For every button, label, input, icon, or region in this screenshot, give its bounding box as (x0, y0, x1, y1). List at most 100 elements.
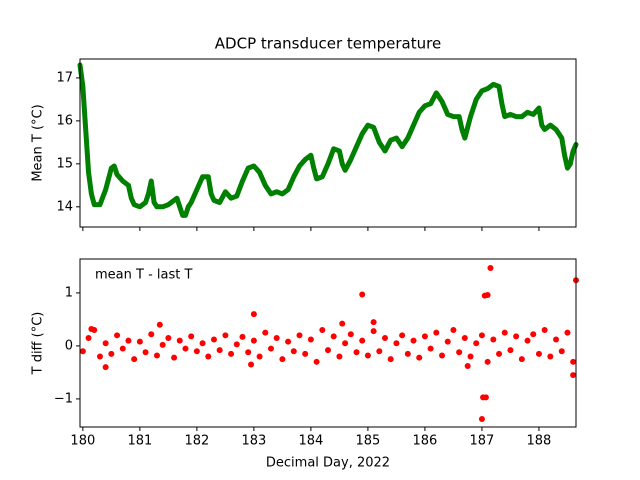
point (393, 340, 400, 347)
point (467, 353, 474, 360)
point (410, 337, 417, 344)
point (319, 327, 326, 334)
x-tick-label: 184 (298, 434, 323, 449)
point (496, 350, 503, 357)
point (404, 350, 411, 357)
point (79, 348, 86, 355)
point (433, 329, 440, 336)
point (484, 292, 491, 299)
x-tick-label: 188 (527, 434, 552, 449)
point (108, 350, 115, 357)
point (353, 349, 360, 356)
point (513, 333, 520, 340)
point (487, 265, 494, 272)
point (148, 331, 155, 338)
point (507, 347, 514, 354)
point (88, 325, 95, 332)
point (239, 333, 246, 340)
x-tick-label: 180 (70, 434, 95, 449)
point (530, 331, 537, 338)
point (482, 394, 489, 401)
point (250, 337, 257, 344)
point (199, 340, 206, 347)
point (439, 352, 446, 359)
point (222, 332, 229, 339)
point (541, 327, 548, 334)
y-tick-label: 0 (65, 338, 73, 353)
y-tick-label: 14 (56, 199, 73, 214)
point (325, 347, 331, 354)
chart-title: ADCP transducer temperature (215, 35, 441, 53)
point (102, 340, 109, 347)
point (364, 352, 371, 359)
point (228, 350, 235, 357)
point (136, 338, 143, 345)
x-tick-label: 187 (470, 434, 495, 449)
x-tick-label: 182 (184, 434, 209, 449)
point (342, 340, 349, 347)
x-tick-label: 183 (241, 434, 266, 449)
point (484, 358, 491, 365)
point (205, 353, 212, 360)
point (444, 338, 451, 345)
point (267, 345, 274, 352)
point (501, 329, 508, 336)
point (416, 354, 423, 361)
point (171, 354, 178, 361)
point (336, 353, 343, 360)
point (387, 356, 394, 363)
annotation: mean T - last T (95, 268, 192, 283)
point (427, 345, 434, 352)
point (262, 329, 269, 336)
point (558, 348, 565, 355)
axes-frame (79, 258, 577, 428)
point (296, 332, 303, 339)
y-tick-label: 17 (56, 70, 73, 85)
point (478, 332, 485, 339)
point (165, 334, 172, 341)
point (330, 333, 337, 340)
point (182, 345, 189, 352)
point (245, 349, 252, 356)
point (85, 334, 92, 341)
point (524, 337, 531, 344)
x-tick-label: 186 (413, 434, 438, 449)
x-tick-label: 181 (127, 434, 152, 449)
point (125, 337, 132, 344)
point (210, 336, 217, 343)
point (359, 337, 366, 344)
point (159, 341, 166, 348)
point (518, 356, 525, 363)
point (119, 345, 126, 352)
point (188, 333, 195, 340)
point (142, 349, 149, 356)
point (553, 336, 560, 343)
point (376, 348, 383, 355)
point (256, 353, 263, 360)
point (461, 334, 468, 341)
point (399, 332, 406, 339)
point (153, 352, 160, 359)
point (248, 361, 255, 368)
point (250, 311, 257, 318)
point (535, 350, 542, 357)
y-axis-label: Mean T (°C) (31, 104, 46, 181)
point (478, 416, 485, 423)
point (370, 319, 377, 326)
point (313, 358, 320, 365)
point (490, 336, 497, 343)
point (382, 334, 389, 341)
point (131, 356, 138, 363)
point (156, 321, 163, 328)
x-axis-label: Decimal Day, 2022 (266, 456, 390, 471)
point (233, 341, 240, 348)
point (279, 356, 286, 363)
point (450, 327, 457, 334)
point (370, 328, 377, 335)
y-tick-label: 16 (56, 113, 73, 128)
point (176, 337, 183, 344)
point (359, 291, 366, 298)
point (547, 353, 554, 360)
